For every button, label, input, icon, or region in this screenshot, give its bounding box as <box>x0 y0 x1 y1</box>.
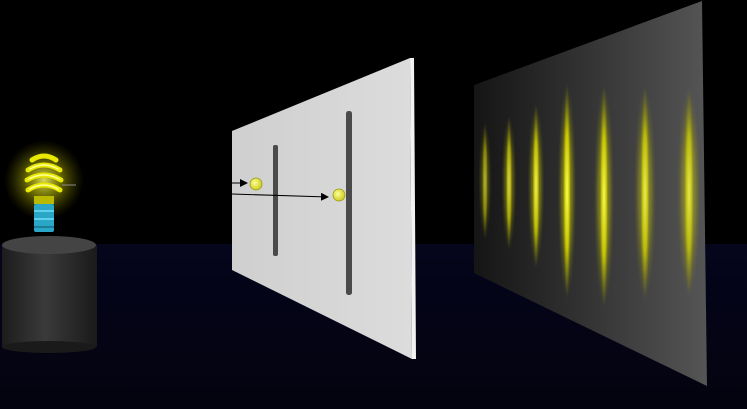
slit-screen <box>232 58 416 359</box>
fringe <box>683 88 695 296</box>
fringe <box>482 122 488 240</box>
fringe <box>599 85 609 307</box>
fringe <box>505 116 513 250</box>
particle-path-2 <box>231 192 329 201</box>
fringe <box>562 84 572 298</box>
particle-1 <box>249 177 263 191</box>
detector-screen <box>474 1 707 386</box>
slit-1 <box>273 145 278 256</box>
bulb-glow <box>4 140 84 220</box>
light-bulb-icon <box>4 140 84 232</box>
fringe <box>640 86 650 300</box>
particle-2 <box>332 188 346 202</box>
fringe <box>532 104 540 268</box>
pedestal <box>2 236 97 353</box>
interference-fringes <box>478 84 701 307</box>
slit-2 <box>346 111 352 295</box>
